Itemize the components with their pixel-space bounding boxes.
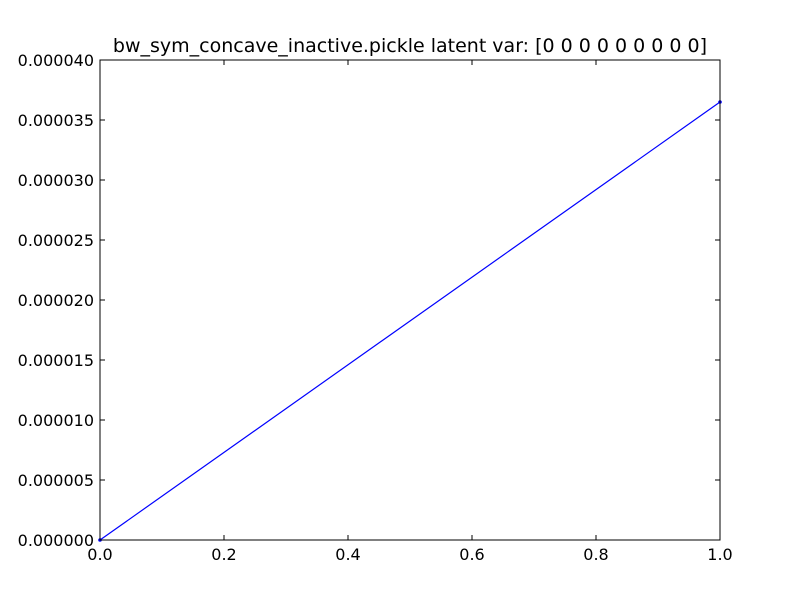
x-tick-label: 0.8 [583, 545, 608, 564]
y-tick-label: 0.000020 [18, 291, 94, 310]
y-tick-label: 0.000025 [18, 231, 94, 250]
y-tick-label: 0.000000 [18, 531, 94, 550]
x-tick-label: 1.0 [707, 545, 732, 564]
y-tick-label: 0.000030 [18, 171, 94, 190]
y-tick-label: 0.000015 [18, 351, 94, 370]
y-tick-label: 0.000005 [18, 471, 94, 490]
y-tick-label: 0.000040 [18, 51, 94, 70]
y-tick-label: 0.000035 [18, 111, 94, 130]
y-axis: 0.000000 0.000005 0.000010 0.000015 0.000020… [18, 51, 720, 550]
plot-frame [99, 59, 721, 541]
y-tick-label: 0.000010 [18, 411, 94, 430]
series-line [99, 101, 721, 541]
x-tick-label: 0.2 [211, 545, 236, 564]
x-axis: 0.0 0.2 0.4 0.6 0.8 1.0 [87, 60, 733, 564]
x-tick-label: 0.4 [335, 545, 360, 564]
x-tick-label: 0.6 [459, 545, 484, 564]
x-tick-label: 0.0 [87, 545, 112, 564]
chart-title: bw_sym_concave_inactive.pickle latent va… [113, 35, 707, 57]
